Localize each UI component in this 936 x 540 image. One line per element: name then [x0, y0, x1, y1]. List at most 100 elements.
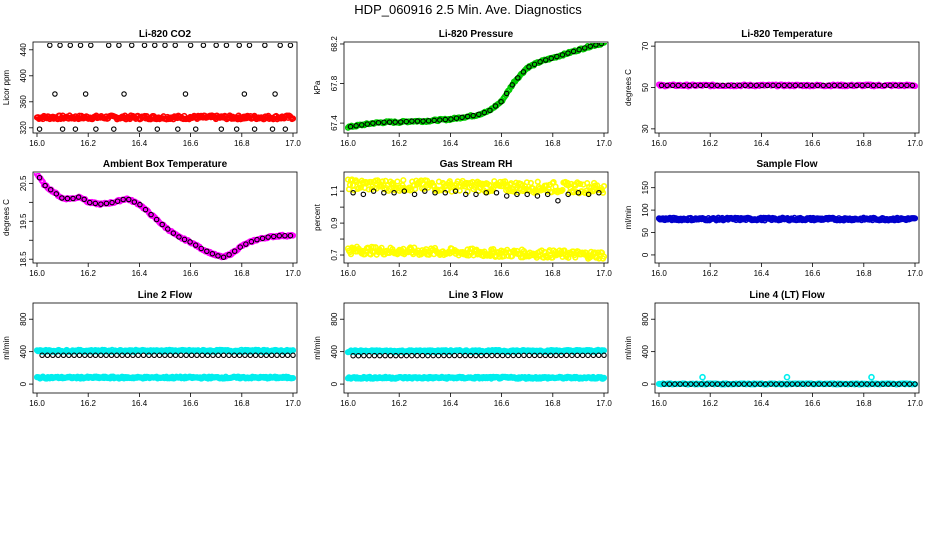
average-point [736, 381, 742, 387]
chart-panel-9: Line 4 (LT) Flow ml/min 16.0 16.2 16.4 16.6 16… [624, 290, 923, 408]
average-point [290, 352, 296, 359]
average-point [778, 381, 785, 387]
average-point [70, 195, 76, 202]
average-point [431, 117, 437, 124]
average-point [242, 352, 248, 359]
data-layer [345, 176, 607, 262]
average-point [574, 352, 581, 359]
average-point [798, 82, 804, 89]
average-point [503, 193, 510, 199]
chart-title: Gas Stream RH [440, 159, 513, 170]
average-point [282, 232, 288, 239]
average-point [226, 251, 232, 258]
average-point [704, 381, 710, 387]
x-tick-label: 16.4 [754, 269, 770, 278]
average-point [697, 82, 704, 89]
data-layer [345, 43, 607, 131]
plot-frame [654, 302, 920, 394]
average-point [503, 90, 510, 97]
average-point [192, 242, 199, 248]
average-point [401, 188, 408, 194]
y-tick-label: 0.7 [330, 249, 339, 261]
average-point [904, 82, 910, 89]
average-point [64, 195, 71, 202]
average-point [848, 381, 854, 387]
average-point [103, 352, 109, 359]
average-point [71, 352, 77, 359]
x-tick-label: 17.0 [285, 269, 301, 278]
average-point [47, 43, 53, 48]
average-point [731, 82, 737, 89]
chart-title: Li-820 CO2 [139, 29, 192, 40]
average-point [787, 82, 793, 89]
y-tick-label: 440 [19, 43, 28, 57]
average-point [375, 119, 382, 126]
average-point [499, 352, 506, 359]
average-point [47, 186, 54, 193]
x-tick-label: 16.0 [651, 139, 667, 148]
average-point [130, 352, 136, 359]
y-axis-label: degrees C [2, 199, 11, 236]
average-point [103, 200, 110, 207]
average-point [403, 352, 410, 359]
y-tick-label: 0.9 [330, 217, 339, 229]
average-point [441, 352, 447, 359]
average-point [842, 381, 849, 387]
average-point [287, 43, 294, 48]
average-point [547, 352, 554, 359]
data-point [600, 374, 607, 381]
average-point [124, 352, 131, 359]
average-point [141, 43, 148, 48]
average-point [548, 55, 555, 62]
average-point [686, 82, 693, 89]
plot-frame [32, 171, 298, 264]
average-point [381, 119, 387, 126]
average-point [414, 352, 420, 359]
average-point [182, 91, 189, 97]
average-point [109, 199, 115, 206]
x-tick-label: 16.8 [545, 269, 561, 278]
average-point [213, 43, 219, 48]
average-point [210, 352, 216, 359]
average-point [661, 381, 667, 387]
average-point [746, 381, 753, 387]
average-point [773, 381, 779, 387]
average-point [236, 43, 242, 48]
average-point [241, 91, 248, 97]
chart-panel-4: Ambient Box Temperature degrees C 16.0 16.2… [2, 159, 301, 278]
x-tick-label: 16.2 [80, 139, 96, 148]
average-point [152, 43, 158, 48]
data-point [577, 180, 584, 188]
average-point [209, 250, 216, 257]
x-tick-label: 17.0 [596, 269, 612, 278]
average-point [236, 352, 243, 359]
average-point [162, 352, 168, 359]
average-point [432, 190, 438, 196]
average-point [714, 82, 721, 89]
average-point [658, 82, 665, 89]
average-point [842, 82, 849, 89]
average-point [111, 126, 117, 132]
average-point [66, 352, 72, 359]
average-point [358, 122, 365, 128]
average-point [720, 381, 726, 387]
average-point [198, 245, 204, 252]
data-point [347, 251, 355, 258]
average-point [92, 200, 99, 207]
average-point [537, 58, 543, 65]
average-point [370, 188, 377, 194]
x-tick-label: 16.0 [651, 269, 667, 278]
average-point [570, 48, 577, 55]
average-point [409, 352, 415, 359]
average-point [392, 119, 398, 125]
average-point [92, 352, 99, 359]
average-point [664, 82, 670, 89]
average-point [262, 43, 268, 48]
chart-title: Line 2 Flow [138, 290, 193, 301]
plot-frame [654, 171, 920, 264]
plot-frame [32, 302, 298, 394]
average-point [446, 352, 452, 359]
average-point [81, 196, 87, 203]
average-point [531, 352, 538, 359]
average-point [131, 199, 138, 205]
